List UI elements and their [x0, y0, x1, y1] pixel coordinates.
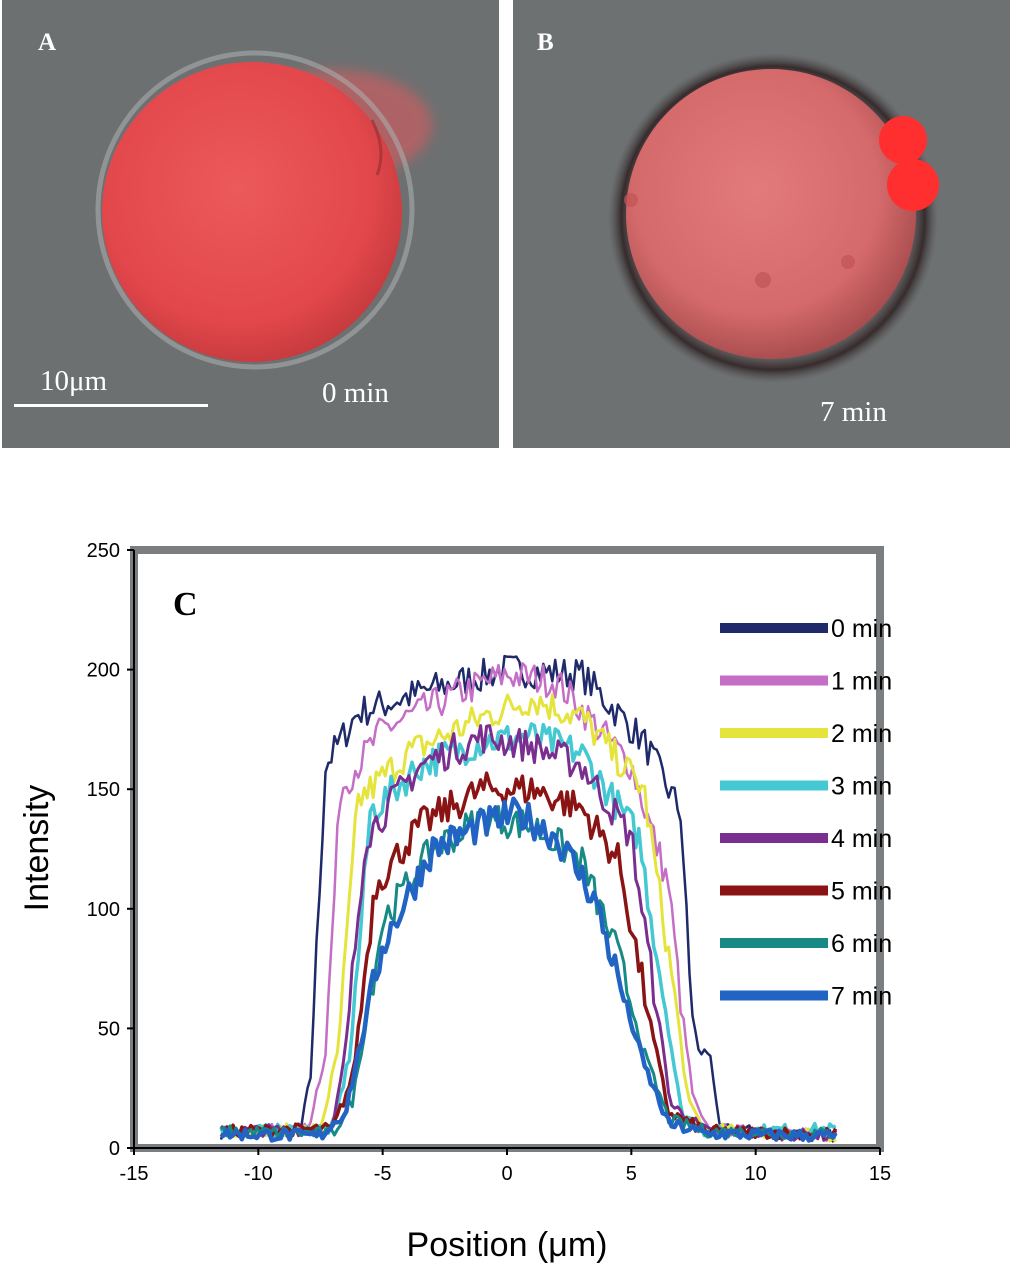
y-tick-label: 200	[87, 660, 120, 682]
panel-b-time: 7 min	[820, 396, 887, 428]
legend-label-2: 2 min	[831, 720, 892, 748]
x-tick-label: 10	[745, 1163, 767, 1185]
bleb	[879, 116, 927, 164]
x-tick-label: -10	[244, 1163, 273, 1185]
legend-swatch-2	[720, 728, 828, 738]
legend-label-6: 6 min	[831, 930, 892, 958]
legend-label-0: 0 min	[831, 615, 892, 643]
y-tick-label: 0	[109, 1138, 120, 1160]
y-axis-label: Intensity	[18, 785, 56, 912]
y-tick-label: 150	[87, 779, 120, 801]
legend-label-7: 7 min	[831, 983, 892, 1011]
x-tick-label: -15	[120, 1163, 149, 1185]
x-tick-label: 15	[869, 1163, 891, 1185]
panel-b-label: B	[537, 29, 554, 56]
legend-label-4: 4 min	[831, 825, 892, 853]
legend-label-3: 3 min	[831, 773, 892, 801]
y-tick-label: 50	[98, 1018, 120, 1040]
legend: 0 min 1 min 2 min 3 min 4 min 5 min 6 min 7 min	[720, 615, 892, 1011]
panel-a-time: 0 min	[322, 377, 389, 409]
cell-a	[102, 62, 402, 362]
x-tick-label: 5	[626, 1163, 637, 1185]
legend-swatch-0	[720, 623, 828, 633]
legend-swatch-4	[720, 833, 828, 843]
legend-swatch-7	[720, 990, 828, 1001]
cell-b	[626, 69, 916, 359]
panel-b-micrograph: B 7 min	[513, 0, 1010, 448]
legend-label-5: 5 min	[831, 878, 892, 906]
x-axis-label: Position (μm)	[407, 1226, 608, 1264]
legend-swatch-3	[720, 780, 828, 791]
series-layer	[219, 654, 838, 1143]
series-line-6	[220, 805, 836, 1140]
scalebar	[14, 404, 208, 407]
series-line-7	[219, 796, 838, 1143]
y-tick-label: 250	[87, 540, 120, 562]
panel-c-label: C	[173, 586, 198, 623]
x-tick-label: -5	[374, 1163, 392, 1185]
legend-swatch-6	[720, 938, 828, 948]
panel-a-micrograph: A 10μm 0 min	[2, 0, 499, 448]
y-tick-label: 100	[87, 899, 120, 921]
legend-swatch-5	[720, 885, 828, 896]
plot-frame	[130, 546, 884, 1152]
axes-layer	[133, 550, 880, 1149]
scalebar-label: 10μm	[40, 365, 108, 397]
x-tick-label: 0	[501, 1163, 512, 1185]
series-line-2	[220, 693, 837, 1143]
panel-a-label: A	[38, 29, 56, 56]
legend-label-1: 1 min	[831, 668, 892, 696]
legend-swatch-1	[720, 675, 828, 686]
